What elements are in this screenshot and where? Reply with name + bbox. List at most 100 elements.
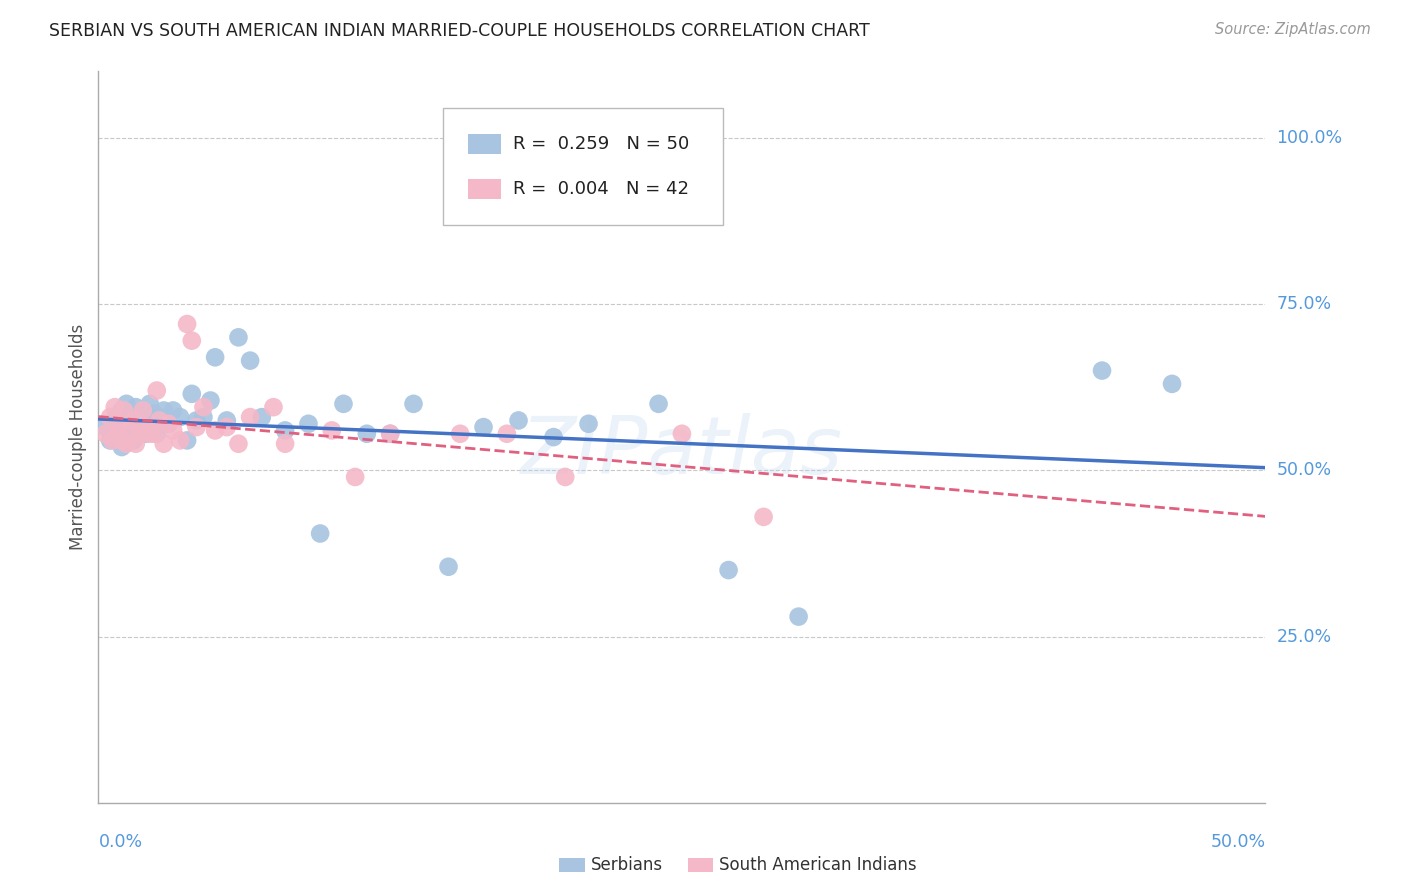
- Point: [717, 563, 740, 577]
- Text: Source: ZipAtlas.com: Source: ZipAtlas.com: [1215, 22, 1371, 37]
- Point: [132, 403, 155, 417]
- FancyBboxPatch shape: [443, 108, 723, 225]
- Point: [148, 413, 170, 427]
- Point: [402, 397, 425, 411]
- Point: [250, 410, 273, 425]
- Text: 0.0%: 0.0%: [98, 833, 142, 851]
- Text: SERBIAN VS SOUTH AMERICAN INDIAN MARRIED-COUPLE HOUSEHOLDS CORRELATION CHART: SERBIAN VS SOUTH AMERICAN INDIAN MARRIED…: [49, 22, 870, 40]
- Point: [136, 417, 159, 431]
- Point: [146, 426, 169, 441]
- Point: [186, 413, 208, 427]
- Point: [115, 436, 138, 450]
- Point: [180, 387, 202, 401]
- FancyBboxPatch shape: [468, 178, 501, 199]
- Point: [148, 410, 170, 425]
- Point: [215, 413, 238, 427]
- Point: [111, 440, 134, 454]
- Point: [787, 609, 810, 624]
- Text: R =  0.004   N = 42: R = 0.004 N = 42: [513, 180, 689, 198]
- Point: [186, 420, 208, 434]
- Point: [239, 410, 262, 425]
- Point: [139, 397, 162, 411]
- Point: [105, 426, 128, 441]
- FancyBboxPatch shape: [688, 858, 713, 871]
- Point: [554, 470, 576, 484]
- Point: [122, 410, 145, 425]
- Point: [200, 393, 222, 408]
- Point: [111, 434, 134, 448]
- Point: [98, 434, 121, 448]
- Point: [176, 434, 198, 448]
- Point: [169, 434, 191, 448]
- Point: [193, 400, 215, 414]
- Point: [152, 436, 174, 450]
- Point: [449, 426, 471, 441]
- Point: [297, 417, 319, 431]
- Point: [162, 403, 184, 417]
- Point: [262, 400, 284, 414]
- Text: 50.0%: 50.0%: [1211, 833, 1265, 851]
- Point: [108, 417, 131, 431]
- Point: [125, 436, 148, 450]
- Point: [356, 426, 378, 441]
- Point: [122, 434, 145, 448]
- Point: [157, 417, 180, 431]
- Point: [104, 413, 127, 427]
- Point: [1161, 376, 1184, 391]
- Point: [647, 397, 669, 411]
- Text: 100.0%: 100.0%: [1277, 128, 1343, 147]
- Text: Serbians: Serbians: [591, 856, 664, 874]
- Point: [309, 526, 332, 541]
- Point: [543, 430, 565, 444]
- Point: [344, 470, 367, 484]
- Point: [129, 420, 152, 434]
- Point: [157, 417, 180, 431]
- Point: [274, 436, 297, 450]
- Point: [136, 420, 159, 434]
- Point: [437, 559, 460, 574]
- Text: R =  0.259   N = 50: R = 0.259 N = 50: [513, 135, 689, 153]
- Point: [193, 410, 215, 425]
- FancyBboxPatch shape: [468, 134, 501, 154]
- Text: 50.0%: 50.0%: [1277, 461, 1331, 479]
- Point: [111, 403, 134, 417]
- Point: [94, 426, 117, 441]
- Point: [321, 424, 343, 438]
- Point: [115, 397, 138, 411]
- Point: [118, 426, 141, 441]
- Point: [671, 426, 693, 441]
- Point: [139, 426, 162, 441]
- Point: [204, 424, 226, 438]
- Point: [104, 400, 127, 414]
- Point: [578, 417, 600, 431]
- Point: [228, 436, 250, 450]
- Point: [122, 413, 145, 427]
- Point: [146, 384, 169, 398]
- Point: [143, 426, 166, 441]
- Point: [134, 426, 156, 441]
- Point: [180, 334, 202, 348]
- Point: [204, 351, 226, 365]
- Point: [125, 400, 148, 414]
- Point: [380, 426, 402, 441]
- Point: [129, 426, 152, 441]
- Point: [112, 403, 135, 417]
- Point: [143, 407, 166, 421]
- Text: 75.0%: 75.0%: [1277, 295, 1331, 313]
- Text: 25.0%: 25.0%: [1277, 628, 1331, 646]
- FancyBboxPatch shape: [560, 858, 585, 871]
- Point: [101, 434, 124, 448]
- Point: [169, 410, 191, 425]
- Point: [134, 424, 156, 438]
- Text: South American Indians: South American Indians: [720, 856, 917, 874]
- Point: [228, 330, 250, 344]
- Point: [98, 410, 121, 425]
- Point: [332, 397, 354, 411]
- Point: [496, 426, 519, 441]
- Point: [132, 413, 155, 427]
- Point: [1091, 363, 1114, 377]
- Point: [94, 420, 117, 434]
- Point: [176, 317, 198, 331]
- Point: [118, 424, 141, 438]
- Point: [215, 420, 238, 434]
